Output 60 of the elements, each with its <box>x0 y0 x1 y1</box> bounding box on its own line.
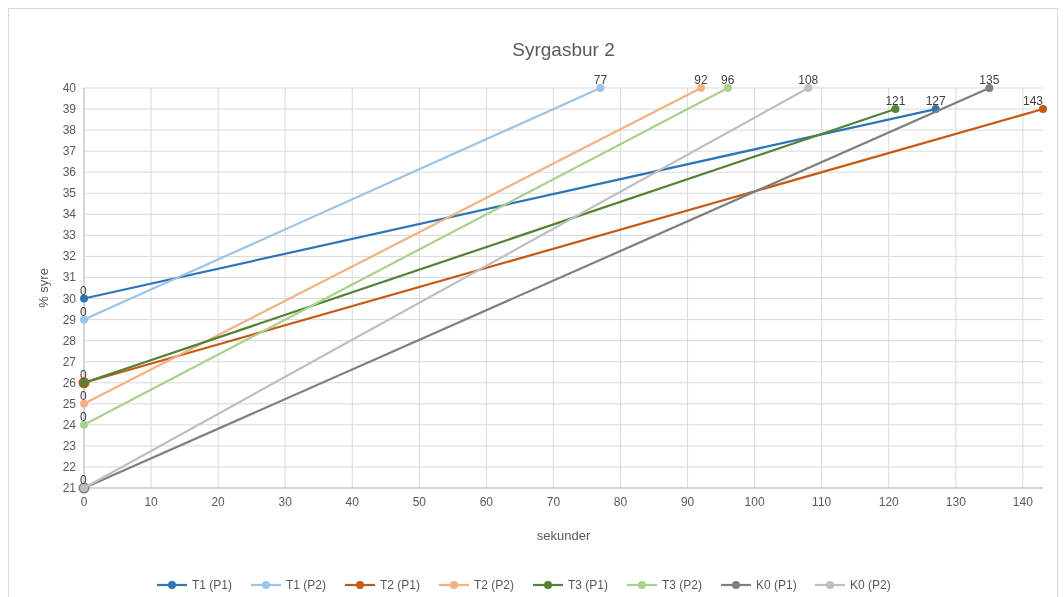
x-tick-label: 40 <box>345 495 360 509</box>
chart-title: Syrgasbur 2 <box>512 39 615 60</box>
x-tick-label: 100 <box>744 495 765 509</box>
y-tick-label: 40 <box>62 81 77 95</box>
y-tick-label: 25 <box>62 396 77 411</box>
x-tick-label: 10 <box>144 495 159 509</box>
y-tick-label: 30 <box>62 291 77 306</box>
x-tick-label: 110 <box>812 495 832 509</box>
legend-label: T2 (P1) <box>380 578 421 592</box>
y-tick-label: 26 <box>62 375 77 390</box>
y-tick-label: 39 <box>62 102 77 117</box>
annotation: 121 <box>885 94 906 109</box>
x-tick-label: 80 <box>613 495 628 509</box>
y-tick-label: 38 <box>62 123 77 138</box>
annotation: 135 <box>979 73 1000 87</box>
annotation: 92 <box>694 73 708 87</box>
y-tick-label: 28 <box>62 333 77 348</box>
legend-label: T2 (P2) <box>474 578 515 592</box>
annotation: 143 <box>1022 94 1044 109</box>
y-tick-label: 22 <box>62 459 77 474</box>
annotation: 0 <box>80 409 87 424</box>
x-tick-label: 120 <box>878 495 900 509</box>
annotation: 108 <box>798 73 819 87</box>
x-tick-label: 70 <box>546 495 561 509</box>
legend-label: T3 (P2) <box>662 578 703 592</box>
x-tick-label: 50 <box>412 495 427 509</box>
y-tick-label: 29 <box>62 312 77 327</box>
annotation: 0 <box>80 367 87 382</box>
y-tick-label: 21 <box>62 481 77 495</box>
x-tick-label: 140 <box>1012 495 1034 509</box>
y-tick-label: 34 <box>62 207 77 222</box>
x-tick-label: 0 <box>80 495 88 509</box>
x-tick-label: 130 <box>945 495 967 509</box>
x-tick-label: 90 <box>680 495 695 509</box>
y-tick-label: 32 <box>62 249 77 264</box>
legend-label: K0 (P1) <box>756 578 797 592</box>
legend-label: K0 (P2) <box>850 578 891 592</box>
y-tick-label: 36 <box>62 165 77 180</box>
y-tick-label: 31 <box>62 270 77 285</box>
y-axis-title: % syre <box>36 268 51 308</box>
annotation: 0 <box>80 304 87 319</box>
y-tick-label: 24 <box>62 417 77 432</box>
x-tick-label: 20 <box>211 495 226 509</box>
annotation: 96 <box>721 73 735 87</box>
legend-label: T1 (P1) <box>192 578 233 592</box>
annotation: 77 <box>593 73 608 87</box>
y-tick-label: 37 <box>62 144 77 159</box>
annotation: 0 <box>80 388 87 403</box>
y-tick-label: 27 <box>62 354 77 369</box>
y-tick-label: 33 <box>62 228 77 243</box>
legend-label: T3 (P1) <box>568 578 609 592</box>
y-tick-label: 23 <box>62 438 77 453</box>
x-axis-title: sekunder <box>536 528 591 543</box>
annotation: 0 <box>80 283 87 298</box>
y-tick-label: 35 <box>62 186 77 201</box>
x-tick-label: 60 <box>479 495 494 509</box>
annotation: 127 <box>925 94 947 109</box>
x-tick-label: 30 <box>278 495 293 509</box>
legend-label: T1 (P2) <box>286 578 327 592</box>
annotation: 0 <box>80 473 87 487</box>
